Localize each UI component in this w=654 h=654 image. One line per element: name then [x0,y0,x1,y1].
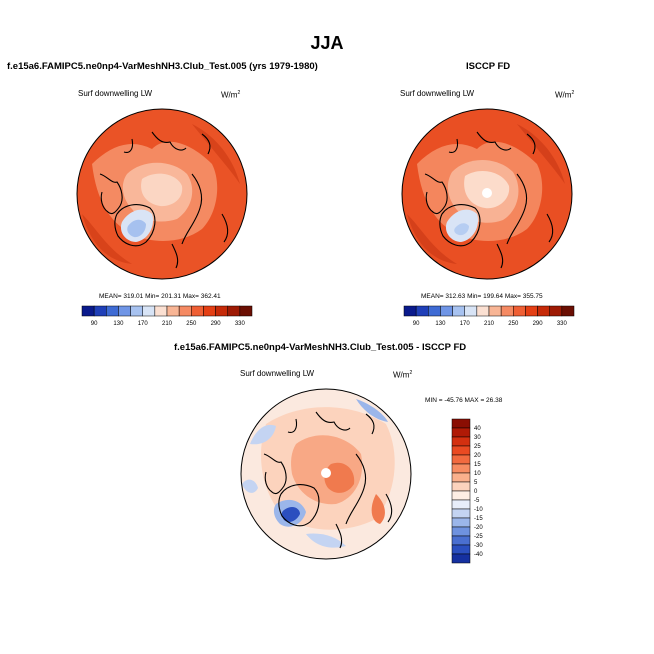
colorbar-swatch [239,305,253,317]
coastlines [99,131,229,269]
panel-stats: MEAN= 319.01 Min= 201.31 Max= 362.41 [99,293,221,300]
colorbar-tick-label: 250 [508,321,519,327]
colorbar-tick-label: 0 [474,489,478,495]
colorbar-tick-label: 250 [186,321,197,327]
panel-stats: MEAN= 312.63 Min= 199.64 Max= 355.75 [421,293,543,300]
colorbar-tick-label: 330 [235,321,246,327]
coastlines [424,131,554,269]
colorbar-swatch [130,305,143,317]
colorbar-swatch [451,418,471,429]
colorbar-swatch [451,436,471,447]
colorbar-swatch [452,305,465,317]
colorbar-diff: 40 30 25 20 15 10 5 0 -5 -10 -15 -20 -25 -30 -40 [451,418,483,564]
colorbar-tick-label: -30 [474,543,483,549]
colorbar-obs: 90130170210250290330370 [403,305,575,327]
colorbar-swatch [428,305,441,317]
colorbar-swatch [106,305,119,317]
colorbar-swatch [227,305,241,317]
colorbar-swatch [451,445,471,456]
colorbar-swatch [451,499,471,510]
panel-units: W/m2 [221,90,241,100]
polar-map-obs [401,108,573,280]
colorbar-swatch [537,305,550,317]
colorbar-swatch [166,305,180,317]
colorbar-tick-label: 40 [474,426,481,432]
colorbar-swatch [215,305,228,317]
colorbar-swatch [451,544,471,555]
colorbar-swatch [464,305,478,317]
colorbar-tick-label: 130 [113,321,124,327]
colorbar-swatch [118,305,131,317]
colorbar-swatch [451,517,471,528]
colorbar-tick-label: 90 [91,321,98,327]
colorbar-tick-label: 25 [474,444,481,450]
colorbar-swatch [549,305,563,317]
colorbar-swatch [513,305,526,317]
colorbar-swatch [81,305,95,317]
panel-heading-diff: f.e15a6.FAMIPC5.ne0np4-VarMeshNH3.Club_T… [174,342,467,353]
colorbar-tick-label: -10 [474,507,483,513]
colorbar-swatch [561,305,575,317]
colorbar-tick-label: 290 [211,321,222,327]
colorbar-swatch [451,535,471,546]
colorbar-swatch [451,463,471,474]
colorbar-tick-label: 10 [474,471,481,477]
panel-field-label: Surf downwelling LW [240,369,315,378]
colorbar-swatch [451,508,471,519]
colorbar-tick-label: 5 [474,480,478,486]
colorbar-tick-label: 210 [484,321,495,327]
colorbar-swatch [415,305,429,317]
pole-hole [321,468,331,478]
panel-field-label: Surf downwelling LW [400,89,475,98]
colorbar-swatch [191,305,204,317]
colorbar-tick-label: -15 [474,516,483,522]
colorbar-tick-label: 330 [557,321,568,327]
colorbar-swatch [142,305,156,317]
colorbar-swatch [525,305,538,317]
colorbar-model: 90130170210250290330370 [81,305,253,327]
colorbar-swatch [154,305,168,317]
colorbar-swatch [488,305,502,317]
polar-map-model [76,108,248,280]
colorbar-tick-label: 170 [460,321,471,327]
colorbar-tick-label: -5 [474,498,480,504]
map-field-model [77,109,247,279]
colorbar-swatch [451,526,471,537]
colorbar-tick-label: 170 [138,321,149,327]
polar-map-diff [240,388,412,560]
colorbar-swatch [476,305,490,317]
panel-units: W/m2 [555,90,575,100]
colorbar-tick-label: 90 [413,321,420,327]
colorbar-swatch [451,553,471,564]
colorbar-swatch [178,305,192,317]
panel-heading-model: f.e15a6.FAMIPC5.ne0np4-VarMeshNH3.Club_T… [7,61,318,72]
colorbar-tick-label: 290 [533,321,544,327]
panel-field-label: Surf downwelling LW [78,89,153,98]
page-title: JJA [310,33,344,53]
colorbar-swatch [451,490,471,501]
coastlines [263,411,393,549]
colorbar-tick-label: -40 [474,552,483,558]
panel-heading-obs: ISCCP FD [466,61,511,72]
colorbar-tick-label: 210 [162,321,173,327]
colorbar-tick-label: -20 [474,525,483,531]
colorbar-tick-label: 30 [474,435,481,441]
colorbar-swatch [451,427,471,438]
pole-hole [482,188,492,198]
colorbar-swatch [451,481,471,492]
colorbar-swatch [93,305,107,317]
colorbar-tick-label: 15 [474,462,481,468]
panel-units: W/m2 [393,370,413,380]
colorbar-swatch [203,305,216,317]
colorbar-swatch [451,454,471,465]
colorbar-swatch [440,305,453,317]
colorbar-tick-label: 20 [474,453,481,459]
colorbar-swatch [403,305,417,317]
colorbar-tick-label: 130 [435,321,446,327]
colorbar-swatch [451,472,471,483]
colorbar-tick-label: -25 [474,534,483,540]
colorbar-swatch [500,305,514,317]
panel-stats: MIN = -45.76 MAX = 26.38 [425,397,503,404]
